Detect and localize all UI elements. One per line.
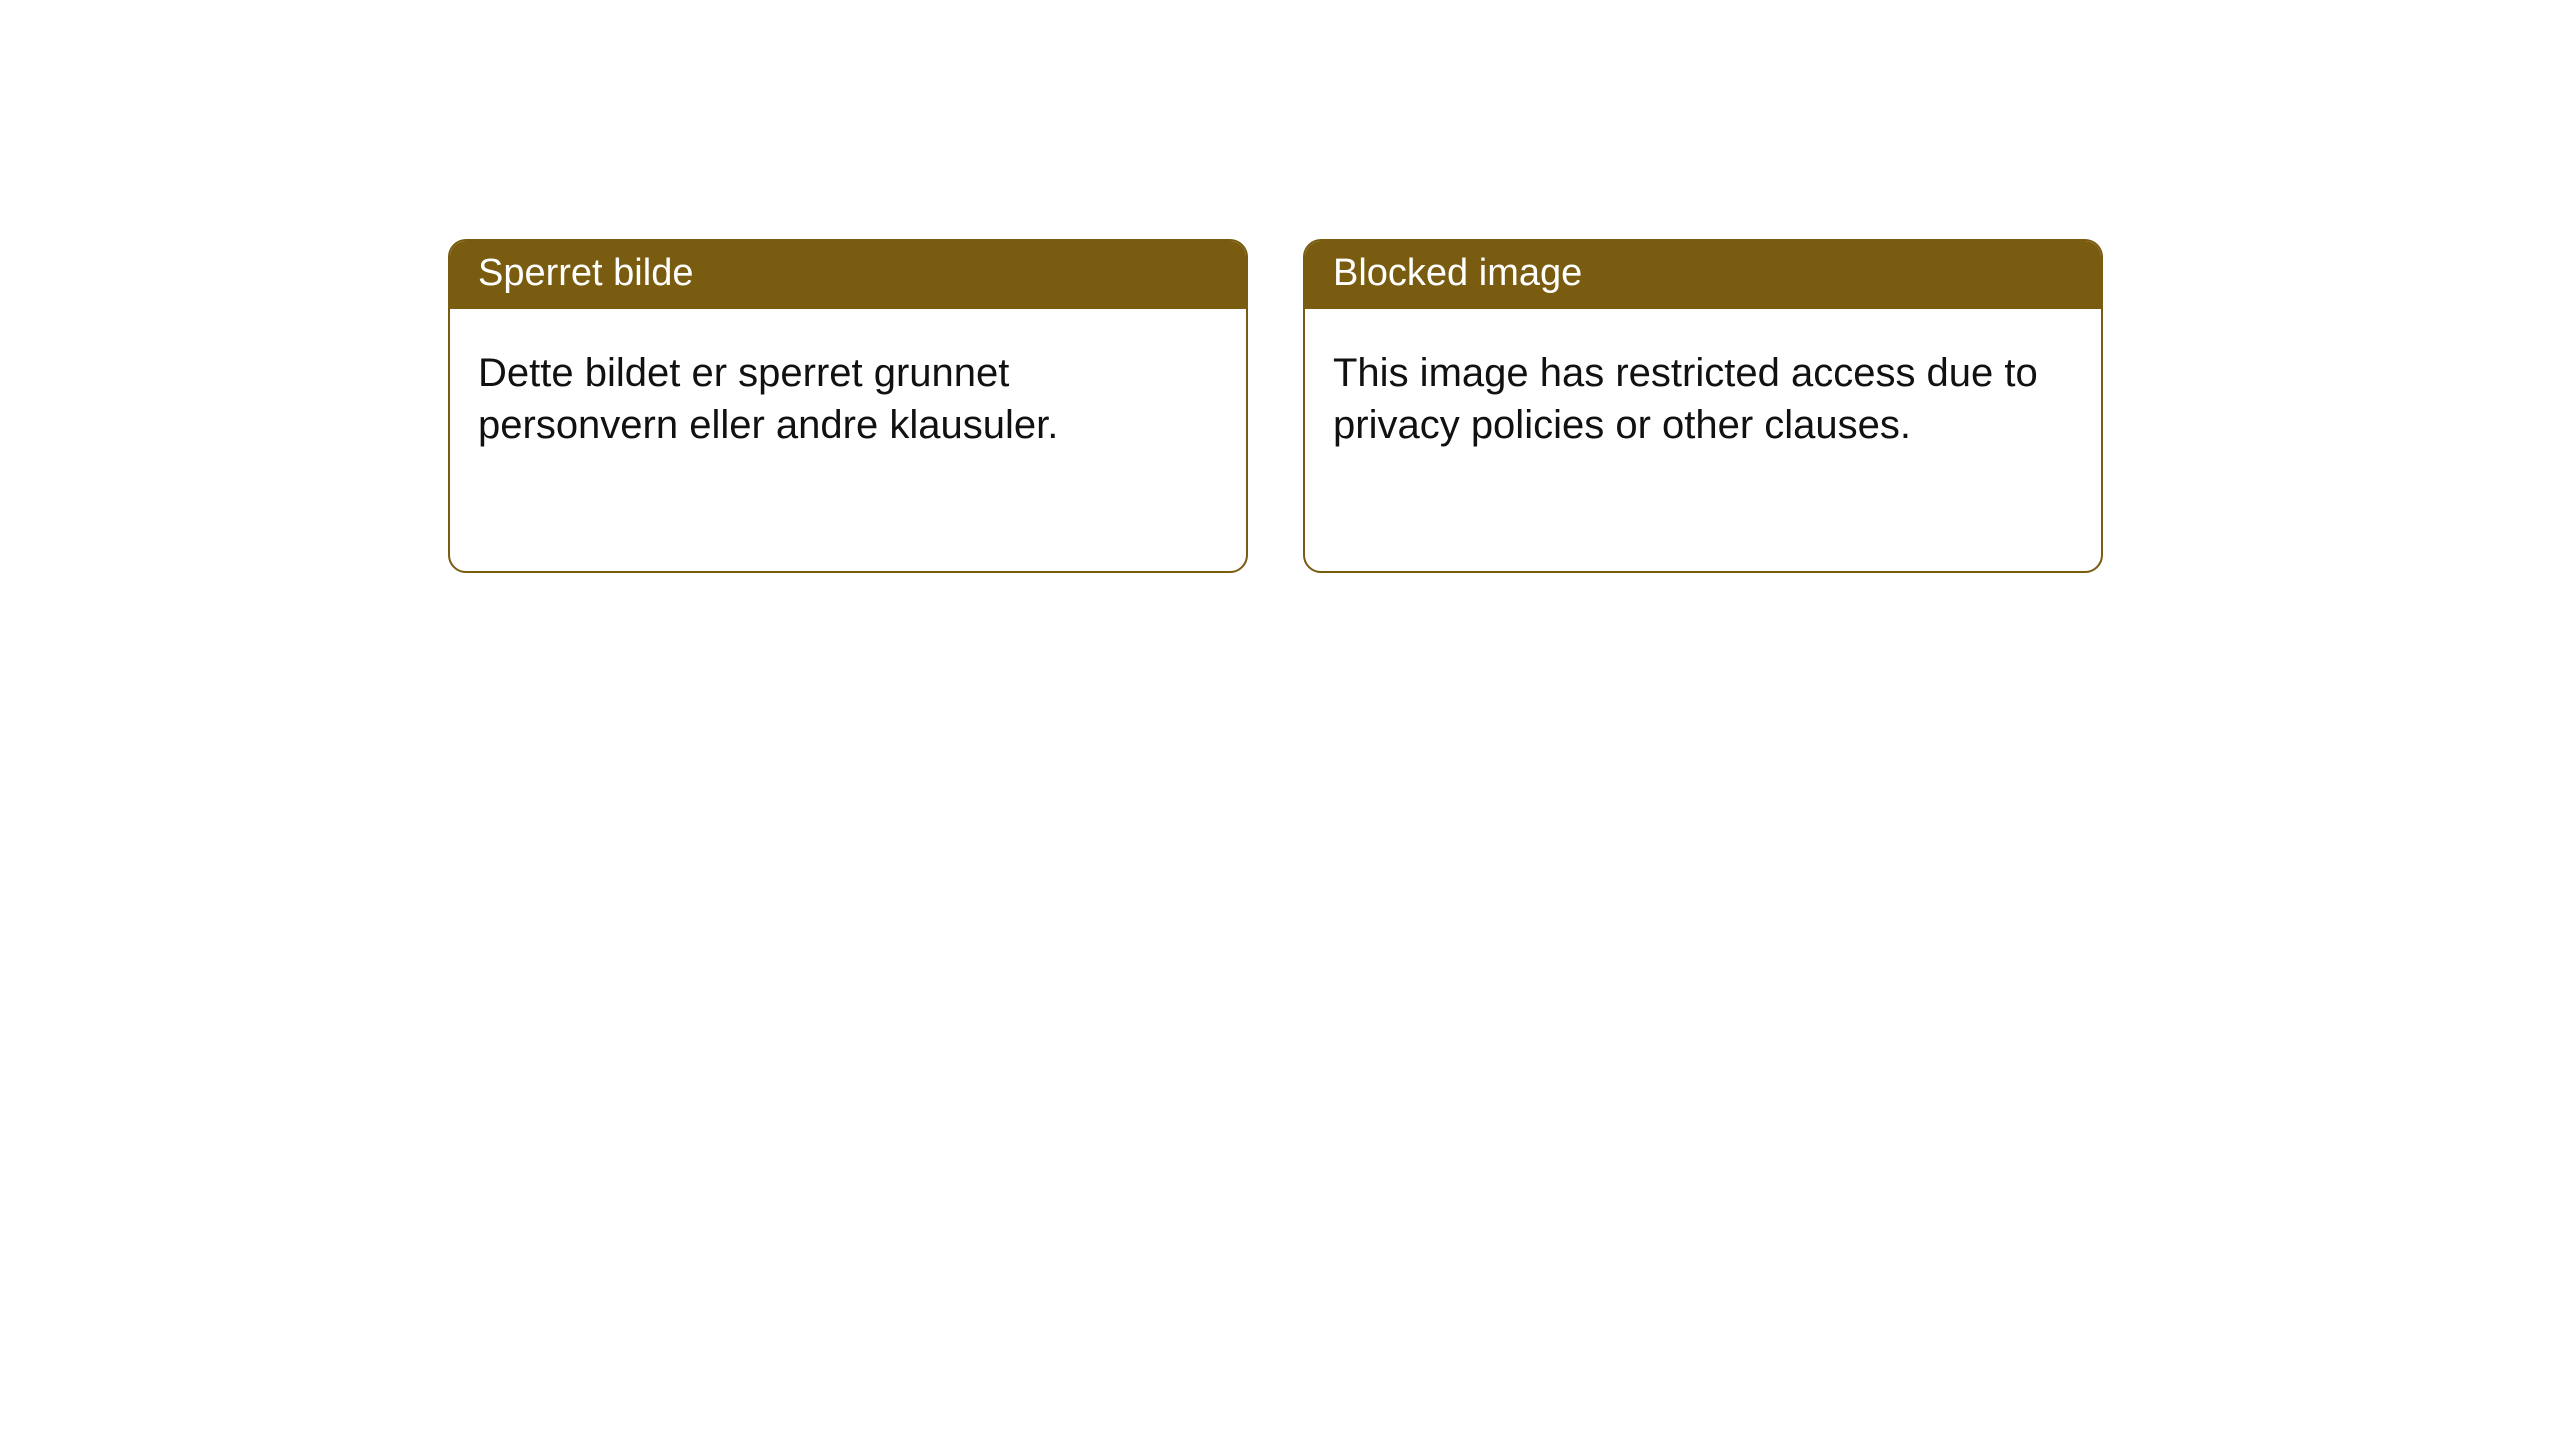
notice-card-header: Sperret bilde	[450, 241, 1246, 309]
notice-body-text: This image has restricted access due to …	[1333, 351, 2038, 448]
notice-body-text: Dette bildet er sperret grunnet personve…	[478, 351, 1058, 448]
notice-title: Sperret bilde	[478, 252, 693, 294]
notice-card-english: Blocked image This image has restricted …	[1303, 239, 2103, 573]
notice-card-header: Blocked image	[1305, 241, 2101, 309]
notice-card-body: This image has restricted access due to …	[1305, 309, 2101, 491]
notice-cards-container: Sperret bilde Dette bildet er sperret gr…	[448, 239, 2103, 573]
notice-card-norwegian: Sperret bilde Dette bildet er sperret gr…	[448, 239, 1248, 573]
notice-title: Blocked image	[1333, 252, 1582, 294]
notice-card-body: Dette bildet er sperret grunnet personve…	[450, 309, 1246, 491]
